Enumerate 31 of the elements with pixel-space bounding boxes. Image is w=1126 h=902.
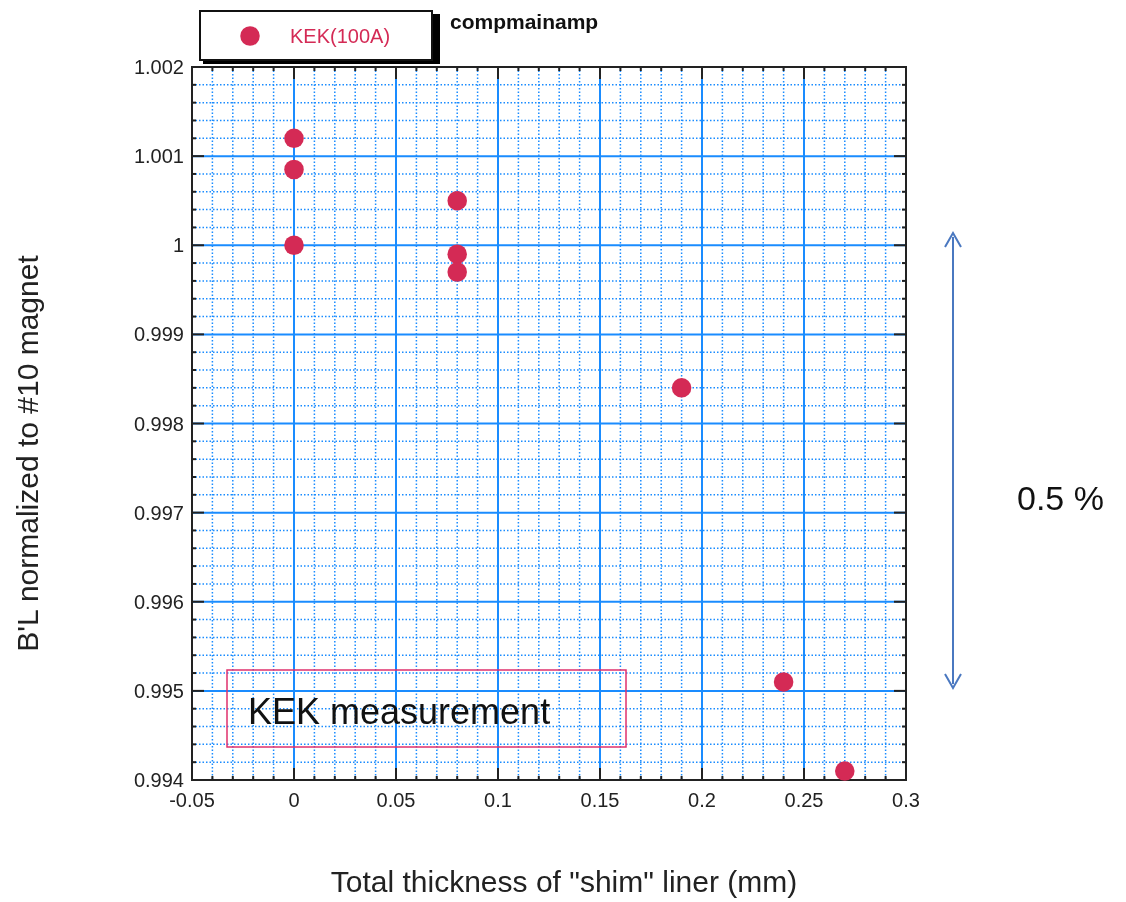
y-tick-label: 0.996	[133, 590, 184, 613]
y-tick-label: 0.995	[133, 679, 184, 702]
x-tick-label: 0.05	[376, 789, 416, 811]
y-tick-label: 1	[172, 234, 184, 257]
y-tick-label: 0.994	[133, 769, 184, 791]
y-tick-label: 0.998	[133, 412, 184, 435]
y-tick-label: 1.001	[133, 145, 184, 168]
x-tick-label: -0.05	[169, 789, 215, 811]
x-tick-label: 0	[288, 789, 300, 811]
point	[835, 761, 855, 781]
y-axis-title: B'L normalized to #10 magnet	[11, 254, 44, 652]
point	[447, 262, 467, 282]
point	[671, 378, 692, 398]
x-tick-label: 0.2	[688, 789, 716, 811]
y-tick-label: 1.002	[133, 56, 184, 78]
text: 0.5 %	[1017, 479, 1104, 517]
y-tick-label: 0.999	[133, 323, 184, 346]
y-tick-label: 0.997	[133, 501, 184, 524]
point	[447, 190, 467, 211]
point	[284, 235, 304, 255]
point	[773, 672, 794, 692]
legend-label: KEK(100A)	[290, 25, 391, 47]
point	[447, 244, 467, 264]
x-tick-label: 0.15	[580, 789, 620, 811]
x-axis-title: Total thickness of "shim" liner (mm)	[330, 865, 798, 898]
x-tick-label: 0.3	[892, 789, 920, 811]
point	[284, 128, 304, 149]
x-tick-label: 0.1	[484, 789, 512, 811]
x-tick-label: 0.25	[784, 789, 824, 811]
chart-title: compmainamp	[450, 10, 599, 33]
point	[284, 159, 304, 180]
